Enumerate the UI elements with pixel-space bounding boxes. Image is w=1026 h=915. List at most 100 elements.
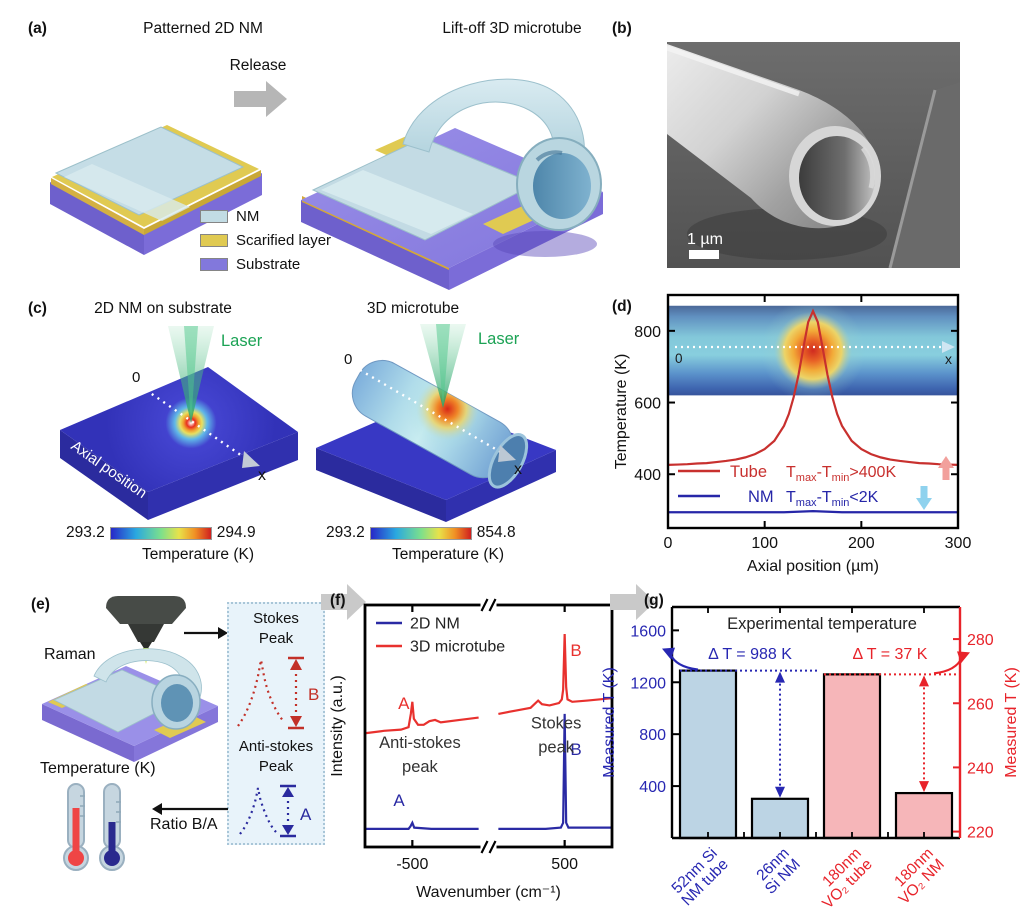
svg-text:Measured T (K): Measured T (K) [601,667,618,778]
svg-text:peak: peak [538,739,575,757]
liftoff-microtube-graphic [301,78,603,290]
microtube-simulation-graphic: 0 x Laser [316,324,556,522]
svg-text:A: A [398,694,410,713]
colorbar-max: 854.8 [476,524,516,541]
nm-simulation-graphic: 0 x Laser Axial position [60,326,298,520]
panel-e-label: (e) [31,596,50,613]
laser-label: Laser [221,332,263,350]
axis-origin-label: 0 [132,369,140,386]
series-3D microtube [498,634,613,715]
colorbar-max: 294.9 [216,524,256,541]
series-2D NM [365,820,479,830]
svg-text:Δ T = 988 K: Δ T = 988 K [708,646,792,663]
svg-text:B: B [570,641,581,660]
svg-text:3D microtube: 3D microtube [410,639,505,656]
raman-microtube-graphic [42,648,218,762]
panel-b-label: (b) [612,20,632,37]
svg-text:Wavenumber (cm⁻¹): Wavenumber (cm⁻¹) [416,884,561,901]
cold-thermometer-icon [108,822,116,852]
svg-text:200: 200 [848,535,875,552]
legend-item-nm: NM [200,208,331,225]
svg-text:1200: 1200 [630,675,666,692]
axis-x-label: x [258,467,266,484]
series-3D microtube [364,701,479,735]
panel-c-title-left: 2D NM on substrate [94,300,232,317]
legend-label: Scarified layer [236,232,332,249]
svg-text:240: 240 [967,760,994,777]
sem-image: 1 µm [667,42,960,268]
svg-text:-500: -500 [396,856,428,873]
svg-text:x: x [945,351,952,367]
materials-legend: NM Scarified layer Substrate [200,208,331,280]
series-2D NM [498,713,612,830]
experimental-temperature-chart: 400 800 1200 1600 220 240 260 280 Experimental t… [601,605,1020,912]
colorbar-gradient [109,526,212,540]
legend-label: Substrate [236,256,301,273]
hot-thermometer-icon [72,808,80,852]
panel-a-label: (a) [28,20,47,37]
scale-bar [689,250,719,259]
substrate-swatch [200,258,228,271]
svg-text:400: 400 [634,467,661,484]
laser-label: Laser [478,330,520,348]
panel-a-title-right: Lift-off 3D microtube [442,20,582,37]
panel-a-title-left: Patterned 2D NM [143,20,263,37]
colorbar-min: 293.2 [66,524,105,541]
svg-text:Tmax-Tmin<2K: Tmax-Tmin<2K [786,489,879,509]
svg-text:Tube: Tube [730,463,767,481]
legend-item-substrate: Substrate [200,256,331,273]
series-Tube [667,308,959,467]
svg-text:Δ T = 37 K: Δ T = 37 K [853,646,928,663]
svg-text:Stokes: Stokes [531,714,581,732]
svg-text:400: 400 [639,779,666,796]
antistokes-label-2: Peak [258,758,294,775]
bar [822,673,882,840]
stokes-label-2: Peak [258,630,294,647]
axis-x-label: x [514,461,522,478]
panel-c-title-right: 3D microtube [366,300,460,317]
svg-text:500: 500 [551,856,578,873]
arrow-to-thermometer-icon [152,803,228,815]
bar [894,791,954,840]
svg-text:2D NM: 2D NM [410,616,460,633]
svg-text:100: 100 [751,535,778,552]
panel-f-label: (f) [330,592,346,609]
antistokes-peak-sketch: A [239,784,312,838]
svg-text:NM: NM [748,488,774,506]
legend-item-scarified: Scarified layer [200,232,331,249]
colorbar-right: 293.2 854.8 [326,524,516,542]
temperature-label: Temperature (K) [40,760,156,777]
temperature-profile-chart: 0 x 0 100 200 300 400 600 800 Axial position (µm)… [613,293,971,575]
b-label: B [308,685,319,704]
stokes-peak-sketch: B [237,656,319,730]
antistokes-label-1: Anti-stokes [238,738,314,755]
axis-origin-label: 0 [344,351,352,368]
svg-text:Anti-stokes: Anti-stokes [379,734,461,752]
svg-text:600: 600 [634,396,661,413]
svg-text:Intensity (a.u.): Intensity (a.u.) [329,675,346,776]
release-label: Release [229,57,287,74]
nm-swatch [200,210,228,223]
svg-text:Axial position (µm): Axial position (µm) [747,558,879,575]
series-NM [668,510,958,514]
thermometers-icon [63,783,125,871]
svg-text:260: 260 [967,696,994,713]
legend-label: NM [236,208,260,225]
colorbar-left-title: Temperature (K) [142,546,254,563]
flow-arrow-icon [321,584,366,620]
flow-arrow-icon [610,584,655,620]
raman-spectra-chart: -500 500 2D NM 3D microtube A B A B Anti-stokes p… [329,598,614,901]
raman-label: Raman [44,646,96,663]
arrow-to-spectra-icon [184,627,228,639]
svg-text:A: A [393,791,405,810]
svg-text:B: B [570,740,581,759]
patterned-nm-graphic [50,125,262,255]
svg-text:800: 800 [639,727,666,744]
nm-surface-heatmap [60,367,298,492]
panel-d-label: (d) [612,298,632,315]
svg-text:Experimental temperature: Experimental temperature [727,615,917,633]
stokes-box [227,602,325,845]
panel-g-label: (g) [644,592,664,609]
release-arrow-icon [234,81,287,117]
colorbar-left: 293.2 294.9 [66,524,256,542]
